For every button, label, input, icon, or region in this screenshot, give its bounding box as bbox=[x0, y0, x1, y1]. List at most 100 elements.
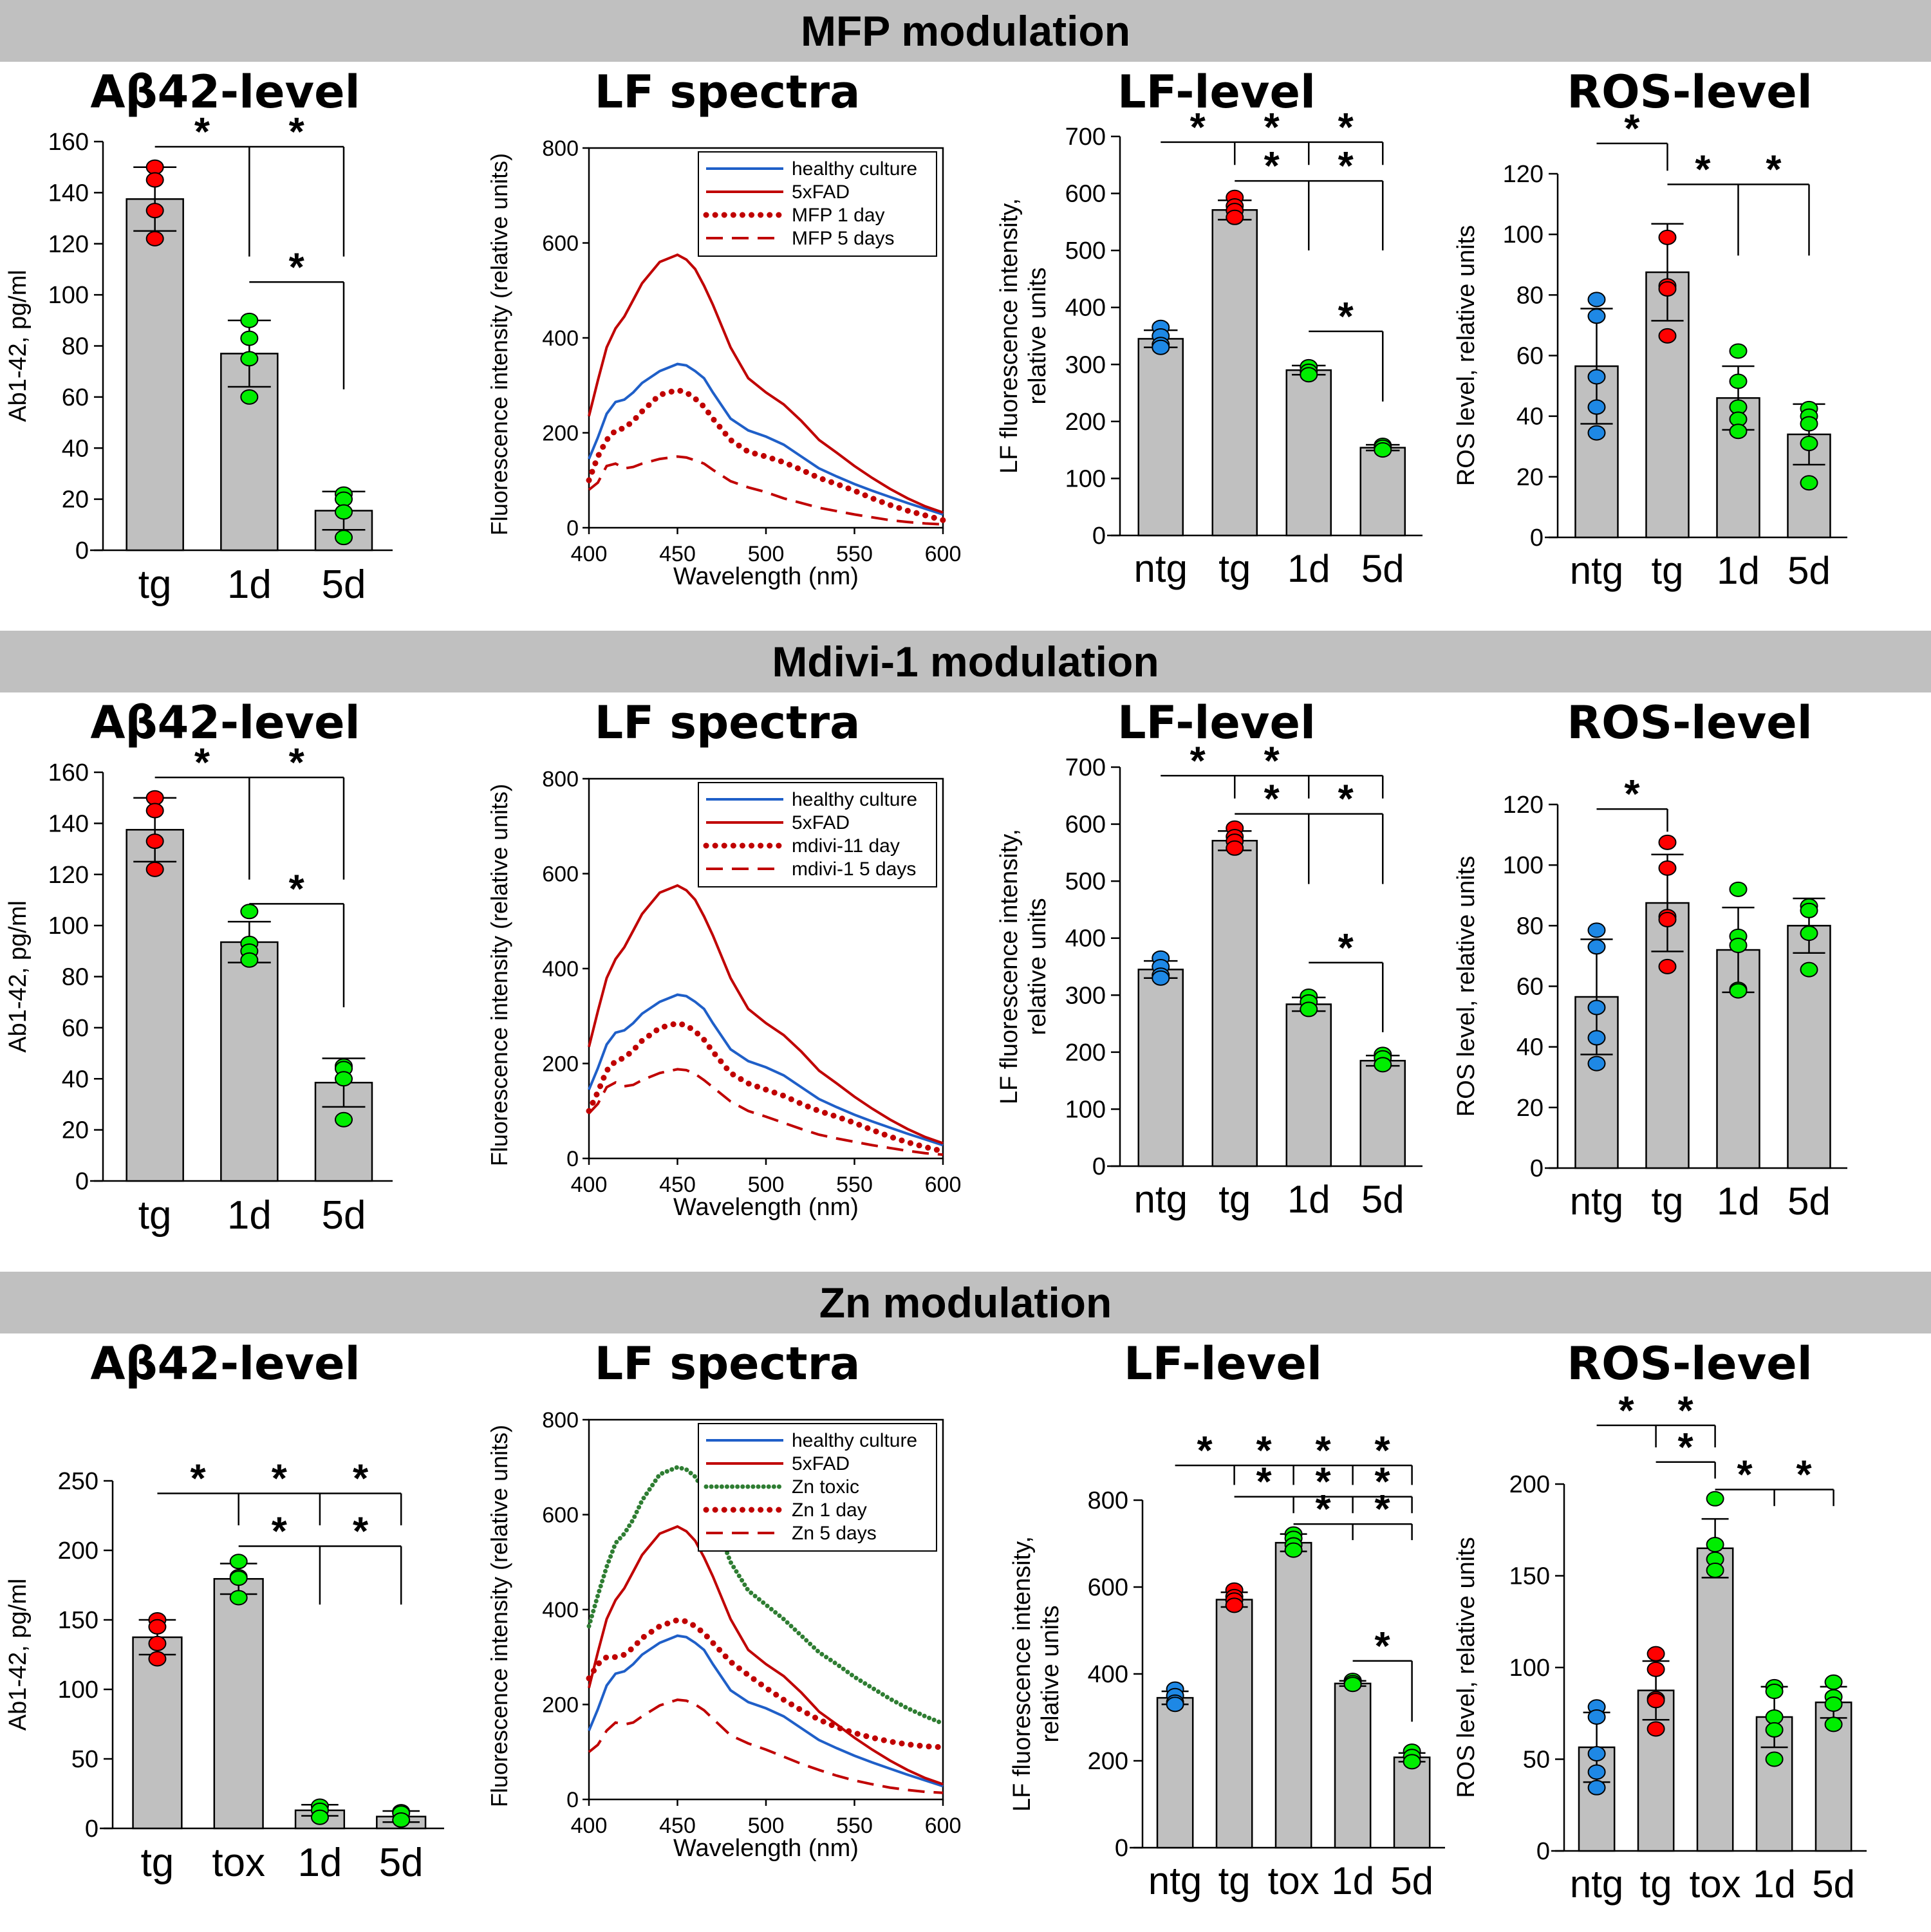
bar-tg bbox=[126, 829, 184, 1182]
chart-mfp-spectra: LF spectra 0 200 400 600 800 400 450 500 550 600 Wa… bbox=[463, 64, 991, 618]
significance-star: * bbox=[1737, 1453, 1753, 1498]
legend-label: 5xFAD bbox=[792, 1453, 850, 1474]
y-tick-label: 80 bbox=[62, 964, 89, 991]
data-point bbox=[1800, 436, 1818, 452]
chart-title: LF spectra bbox=[594, 66, 861, 118]
chart-svg: 0 20 40 60 80 100 120 ROS level, relative units… bbox=[1453, 107, 1847, 592]
data-point bbox=[1800, 961, 1818, 978]
data-point bbox=[335, 530, 353, 546]
bar-tox bbox=[213, 1578, 264, 1830]
y-axis-label: LF fluorescence intensity, bbox=[996, 198, 1023, 474]
bar-1d bbox=[1285, 1003, 1332, 1167]
significance-star: * bbox=[1264, 144, 1280, 189]
y-tick-label: 200 bbox=[1509, 1471, 1550, 1498]
bar-tox bbox=[1696, 1547, 1734, 1852]
significance-star: * bbox=[1338, 106, 1354, 150]
significance-star: * bbox=[272, 1456, 288, 1501]
x-tick-label: 1d bbox=[1287, 547, 1330, 590]
data-point bbox=[1706, 1537, 1724, 1553]
y-tick-label: 400 bbox=[1088, 1661, 1128, 1688]
x-tick-label: ntg bbox=[1134, 547, 1188, 590]
bar-ntg bbox=[1156, 1696, 1194, 1849]
significance-star: * bbox=[1624, 107, 1640, 151]
bar-ntg bbox=[1137, 969, 1184, 1167]
y-tick-label: 0 bbox=[1092, 1153, 1106, 1180]
y-tick-label: 80 bbox=[1516, 282, 1544, 309]
data-point bbox=[1646, 1693, 1665, 1709]
data-point bbox=[335, 1111, 353, 1128]
y-tick-label: 800 bbox=[542, 767, 579, 792]
chart-mfp-lf: LF-level 0 100 200 300 400 500 600 700 LF fluores… bbox=[991, 64, 1442, 618]
chart-title: LF-level bbox=[1117, 66, 1316, 118]
y-tick-label: 40 bbox=[1516, 1034, 1544, 1061]
y-tick-label: 600 bbox=[542, 862, 579, 887]
chart-svg: 0 20 40 60 80 100 120 ROS level, relative units… bbox=[1453, 772, 1847, 1223]
y-tick-label: 0 bbox=[1530, 525, 1544, 552]
data-point bbox=[335, 491, 353, 507]
y-tick-label: 700 bbox=[1065, 754, 1106, 781]
significance-star: * bbox=[1338, 777, 1354, 822]
data-point bbox=[1152, 339, 1170, 355]
y-tick-label: 100 bbox=[1065, 1096, 1106, 1123]
legend-label: MFP 5 days bbox=[792, 228, 895, 249]
significance-star: * bbox=[1375, 1487, 1391, 1532]
chart-title: LF-level bbox=[1124, 1337, 1322, 1390]
y-axis-label: relative units bbox=[1024, 267, 1051, 404]
chart-title: ROS-level bbox=[1567, 696, 1813, 749]
significance-star: * bbox=[289, 741, 305, 785]
data-point bbox=[1343, 1677, 1362, 1693]
x-tick-label: tg bbox=[1218, 1859, 1251, 1902]
series-line-healthy-culture bbox=[588, 993, 944, 1147]
data-point bbox=[145, 803, 164, 819]
chart-svg: 0 200 400 600 800 400 450 500 550 600 Wavelength (… bbox=[486, 767, 961, 1221]
x-tick-label: 1d bbox=[1753, 1862, 1796, 1906]
y-tick-label: 140 bbox=[48, 810, 89, 837]
data-point bbox=[1300, 1001, 1318, 1017]
chart-svg: 0 200 400 600 800 400 450 500 550 600 Wavelength (… bbox=[486, 1408, 961, 1862]
x-tick-label: ntg bbox=[1134, 1178, 1188, 1221]
data-point bbox=[1658, 834, 1677, 850]
data-point bbox=[1646, 1661, 1665, 1677]
x-tick-label: 5d bbox=[1390, 1859, 1433, 1902]
significance-star: * bbox=[289, 245, 305, 290]
bar-tg bbox=[1215, 1599, 1253, 1849]
x-tick-label: 550 bbox=[836, 1173, 873, 1197]
data-point bbox=[1152, 970, 1170, 986]
chart-mfp-ros: ROS-level 0 20 40 60 80 100 120 ROS level, relat… bbox=[1448, 64, 1931, 618]
y-tick-label: 60 bbox=[62, 384, 89, 411]
y-tick-label: 0 bbox=[566, 1147, 579, 1171]
legend-label: mdivi-1 5 days bbox=[792, 859, 916, 880]
significance-star: * bbox=[194, 110, 210, 154]
chart-svg: 0 100 200 300 400 500 600 700 LF fluorescence in… bbox=[996, 739, 1423, 1221]
y-tick-label: 60 bbox=[62, 1015, 89, 1042]
y-tick-label: 400 bbox=[1065, 295, 1106, 322]
data-point bbox=[310, 1809, 329, 1825]
significance-star: * bbox=[1619, 1389, 1635, 1433]
significance-star: * bbox=[1190, 739, 1206, 783]
y-tick-label: 600 bbox=[1065, 812, 1106, 839]
x-tick-label: tg bbox=[1218, 547, 1251, 590]
y-tick-label: 100 bbox=[1065, 465, 1106, 492]
data-point bbox=[240, 312, 259, 328]
y-tick-label: 0 bbox=[75, 1168, 89, 1195]
y-axis-label: ROS level, relative units bbox=[1453, 225, 1480, 487]
y-tick-label: 120 bbox=[48, 231, 89, 258]
x-tick-label: 5d bbox=[1361, 547, 1404, 590]
bar-tg bbox=[132, 1636, 183, 1830]
legend-label: 5xFAD bbox=[792, 812, 850, 833]
y-tick-label: 0 bbox=[85, 1816, 98, 1843]
significance-star: * bbox=[1256, 1460, 1273, 1505]
y-tick-label: 200 bbox=[1065, 409, 1106, 436]
data-point bbox=[1765, 1751, 1784, 1767]
y-tick-label: 120 bbox=[48, 862, 89, 889]
x-tick-label: 5d bbox=[322, 1193, 366, 1238]
y-tick-label: 100 bbox=[1503, 221, 1544, 248]
x-tick-label: 5d bbox=[379, 1841, 424, 1885]
series-line-mdivi-11-day bbox=[586, 1020, 946, 1155]
data-point bbox=[1658, 229, 1677, 245]
chart-svg: 0 200 400 600 800 400 450 500 550 600 Wavelength (… bbox=[486, 136, 961, 590]
legend-label: healthy culture bbox=[792, 1430, 917, 1451]
y-tick-label: 160 bbox=[48, 759, 89, 786]
data-point bbox=[1729, 343, 1748, 359]
data-point bbox=[1226, 840, 1244, 856]
